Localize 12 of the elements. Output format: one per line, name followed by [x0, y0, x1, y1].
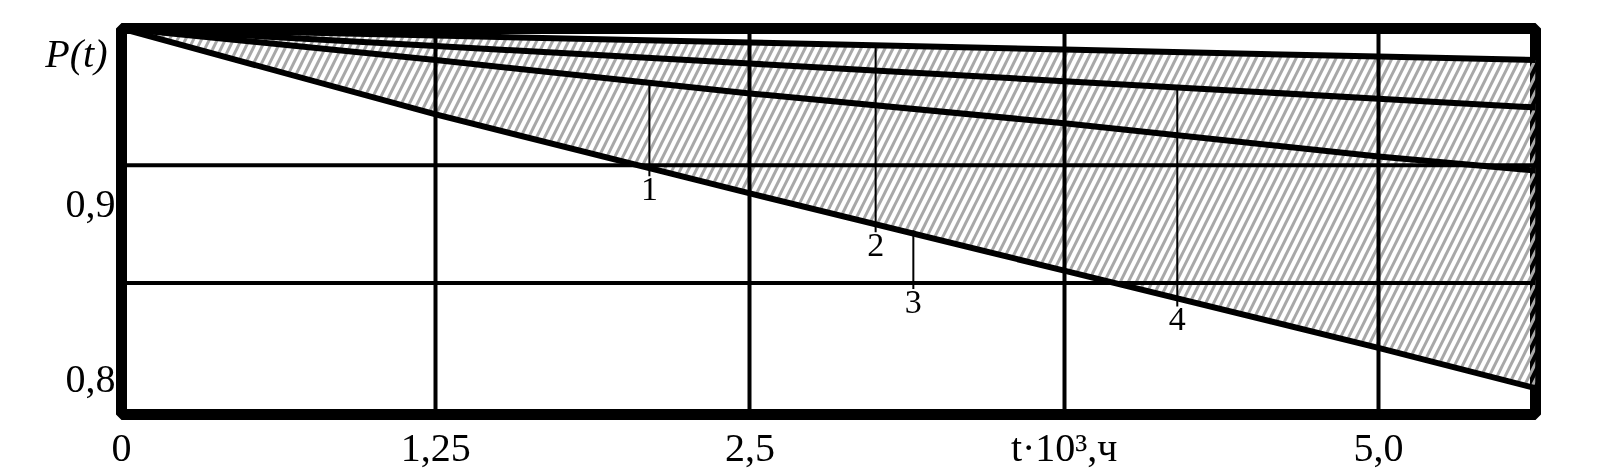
annotation: 4	[1168, 300, 1186, 338]
x-tick-label: 1,25	[400, 424, 471, 470]
x-axis-title: t·10³,ч	[1010, 424, 1118, 470]
annotation: 1	[640, 170, 658, 208]
annotation: 3	[904, 282, 922, 320]
x-tick-label: 5,0	[1353, 424, 1404, 470]
y-axis-title: P(t)	[44, 30, 108, 76]
y-tick-label: 0,8	[65, 356, 116, 402]
x-tick-label: 2,5	[724, 424, 775, 470]
x-tick-label: 0	[111, 424, 132, 470]
annotation: 2	[867, 226, 885, 264]
y-tick-label: 0,9	[65, 180, 116, 226]
